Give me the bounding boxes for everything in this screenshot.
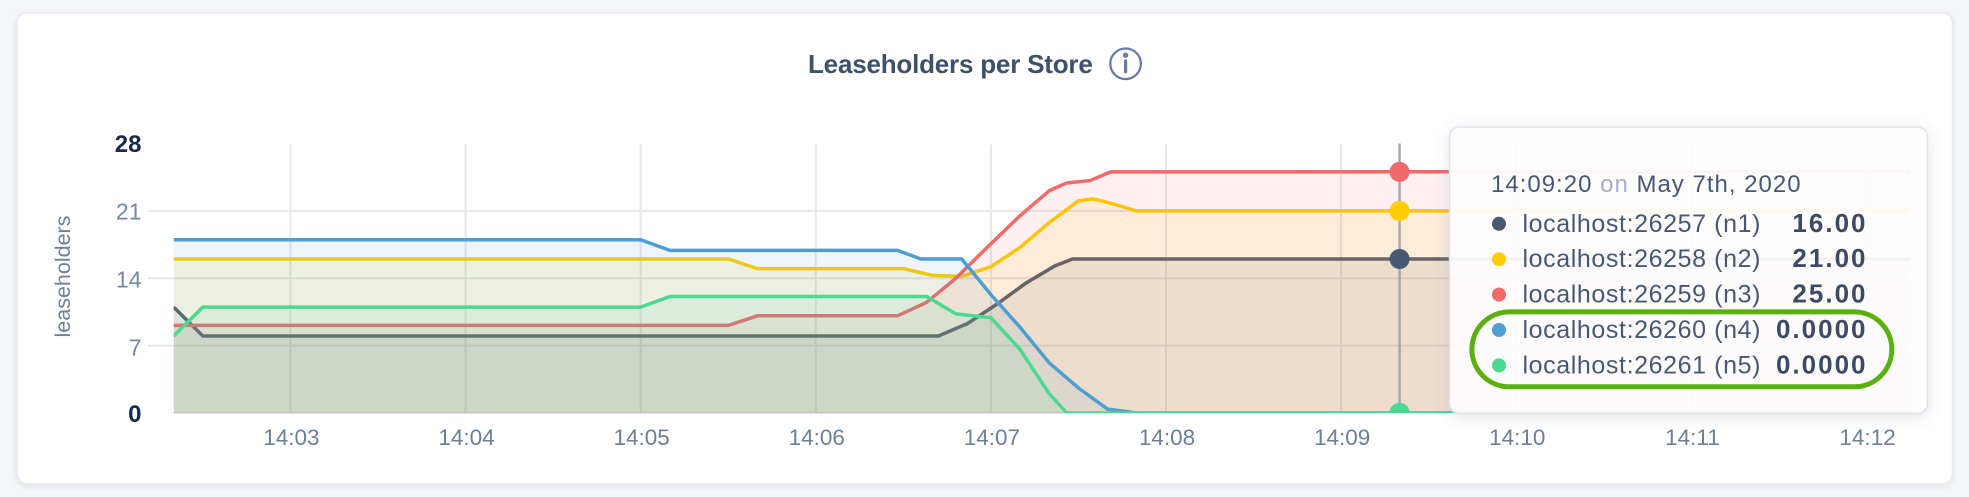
svg-text:leaseholders: leaseholders: [51, 216, 75, 338]
svg-text:21.00: 21.00: [1792, 243, 1867, 273]
svg-text:localhost:26257 (n1): localhost:26257 (n1): [1523, 210, 1762, 238]
svg-text:0.0000: 0.0000: [1776, 314, 1868, 344]
svg-text:14:09: 14:09: [1314, 425, 1370, 450]
svg-text:14:03: 14:03: [263, 425, 319, 450]
svg-text:14:06: 14:06: [789, 425, 845, 450]
svg-text:Leaseholders per Store: Leaseholders per Store: [808, 49, 1093, 79]
svg-text:7: 7: [129, 334, 142, 360]
svg-text:14:09:20 on May 7th, 2020: 14:09:20 on May 7th, 2020: [1491, 171, 1802, 198]
svg-text:localhost:26261 (n5): localhost:26261 (n5): [1523, 351, 1762, 379]
svg-text:localhost:26260 (n4): localhost:26260 (n4): [1523, 316, 1762, 344]
svg-text:14: 14: [116, 267, 142, 293]
svg-text:14:12: 14:12: [1839, 425, 1895, 450]
svg-text:14:10: 14:10: [1489, 425, 1545, 450]
svg-text:25.00: 25.00: [1792, 279, 1867, 309]
svg-text:14:05: 14:05: [614, 425, 670, 450]
svg-text:14:08: 14:08: [1139, 425, 1195, 450]
svg-text:localhost:26258 (n2): localhost:26258 (n2): [1523, 245, 1762, 273]
svg-text:14:07: 14:07: [964, 425, 1020, 450]
svg-text:14:04: 14:04: [438, 425, 494, 450]
svg-text:localhost:26259 (n3): localhost:26259 (n3): [1523, 281, 1762, 309]
svg-text:28: 28: [115, 131, 142, 158]
svg-text:0: 0: [128, 401, 141, 428]
svg-text:0.0000: 0.0000: [1776, 349, 1868, 379]
svg-text:21: 21: [116, 198, 142, 224]
svg-text:14:11: 14:11: [1665, 425, 1720, 450]
svg-text:16.00: 16.00: [1792, 208, 1867, 238]
